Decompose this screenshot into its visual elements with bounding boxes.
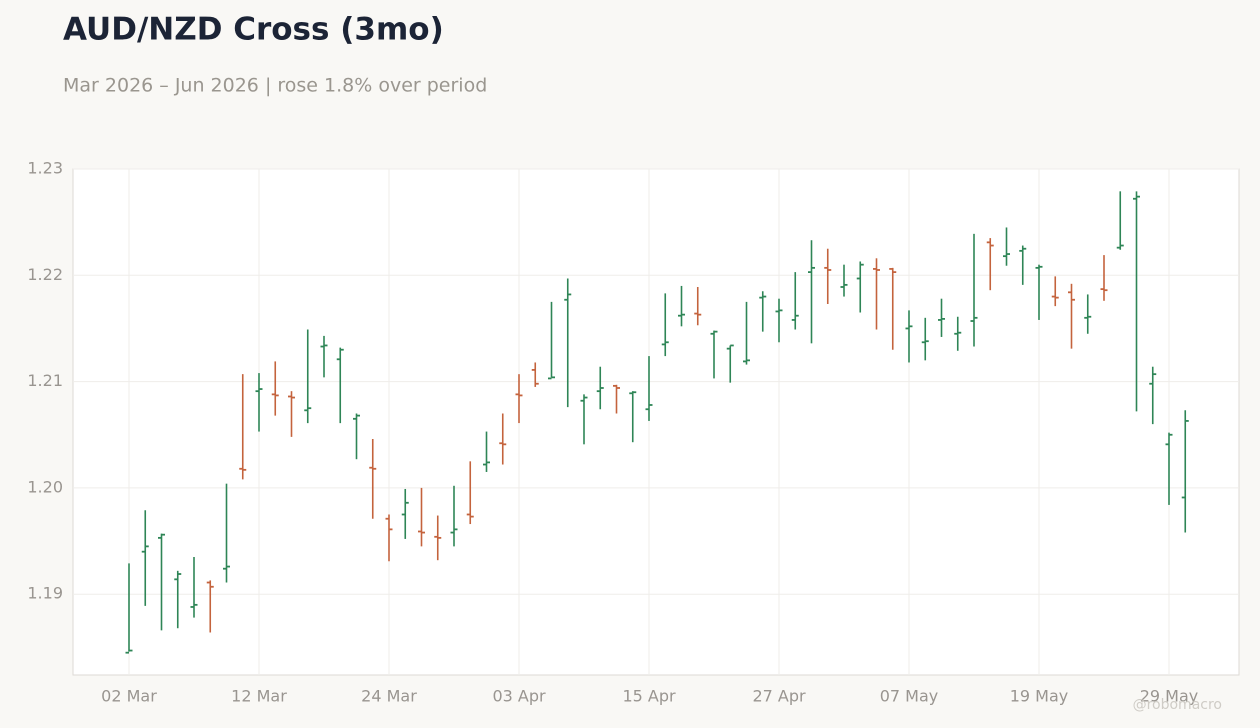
- y-tick-label: 1.20: [27, 477, 63, 496]
- y-tick-label: 1.19: [27, 584, 63, 603]
- x-tick-label: 03 Apr: [492, 687, 546, 706]
- x-tick-label: 02 Mar: [101, 687, 157, 706]
- x-tick-label: 29 May: [1140, 687, 1199, 706]
- y-tick-label: 1.22: [27, 265, 63, 284]
- y-tick-label: 1.21: [27, 371, 63, 390]
- x-tick-label: 19 May: [1010, 687, 1069, 706]
- chart-subtitle: Mar 2026 – Jun 2026 | rose 1.8% over per…: [63, 75, 487, 97]
- x-tick-label: 24 Mar: [361, 687, 417, 706]
- chart-title: AUD/NZD Cross (3mo): [63, 12, 444, 48]
- watermark: @robomacro: [1133, 697, 1222, 713]
- x-tick-label: 12 Mar: [231, 687, 287, 706]
- x-tick-label: 27 Apr: [752, 687, 806, 706]
- x-tick-label: 15 Apr: [622, 687, 676, 706]
- x-tick-label: 07 May: [880, 687, 939, 706]
- y-tick-label: 1.23: [27, 159, 63, 178]
- plot-area: [72, 168, 1240, 676]
